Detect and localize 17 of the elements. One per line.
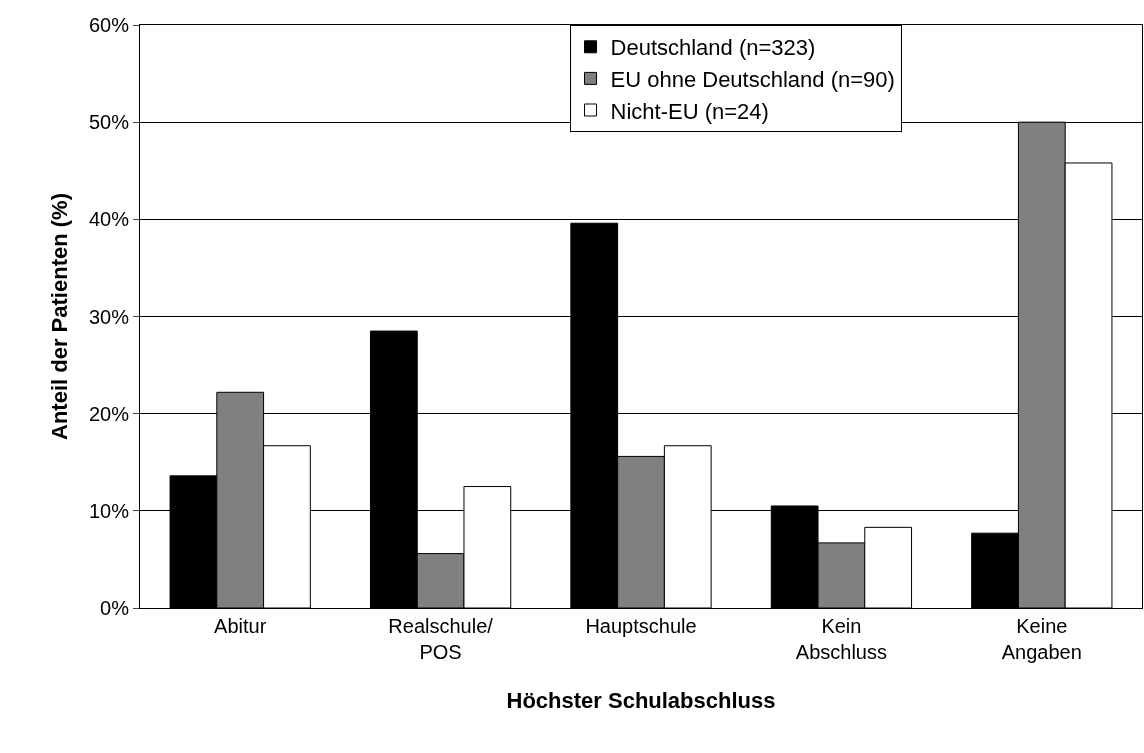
y-tick-label: 30% (88, 305, 130, 328)
x-tick-label: Abitur (214, 615, 267, 637)
x-tick-label: Realschule/ POS (388, 615, 494, 663)
x-tick-label: Hauptschule (585, 615, 697, 637)
y-tick-label: 60% (88, 14, 130, 36)
y-tick-label: 10% (88, 499, 130, 522)
y-tick-label: 0% (100, 597, 130, 619)
x-axis-title: Höchster Schulabschluss (506, 687, 776, 713)
legend-label: Deutschland (n=323) (610, 35, 816, 61)
y-tick-label: 40% (88, 208, 130, 231)
legend-label: Nicht-EU (n=24) (610, 98, 769, 124)
y-tick-label: 20% (88, 402, 130, 425)
y-tick-label: 50% (88, 111, 130, 134)
legend-label: EU ohne Deutschland (n=90) (610, 66, 895, 92)
x-tick-label: Kein Abschluss (795, 615, 887, 663)
y-axis-title: Anteil der Patienten (%) (46, 193, 72, 440)
x-tick-label: Keine Angaben (1001, 615, 1082, 663)
